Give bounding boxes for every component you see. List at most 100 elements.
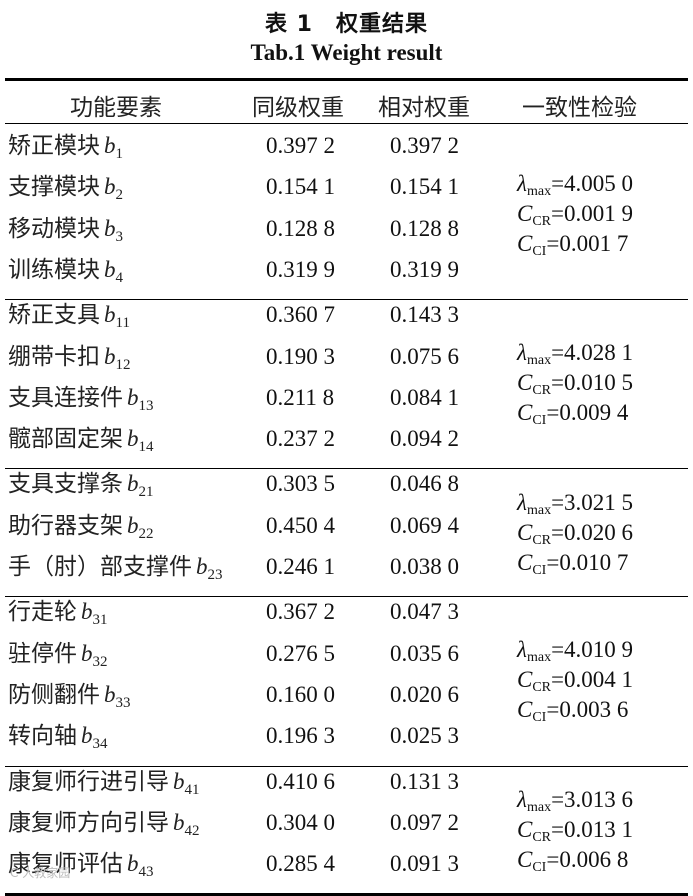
cci-value: =0.006 8 (546, 847, 629, 873)
element-name-cell: 驻停件 b32 (8, 640, 108, 670)
lambda-subscript: max (526, 183, 552, 199)
cci-line: CCI=0.003 6 (517, 695, 633, 725)
element-subscript: 4 (115, 269, 124, 286)
ci-subscript: CI (532, 563, 547, 579)
element-name-cell: 康复师行进引导 b41 (8, 768, 200, 798)
c-symbol: C (517, 520, 533, 546)
element-symbol: b (127, 851, 139, 877)
cr-subscript: CR (532, 830, 552, 846)
cci-line: CCI=0.006 8 (517, 845, 633, 875)
c-symbol: C (517, 847, 533, 873)
header-consistency: 一致性检验 (522, 95, 637, 121)
element-symbol: b (127, 512, 139, 538)
c-symbol: C (517, 369, 533, 395)
ccr-line: CCR=0.020 6 (517, 518, 633, 548)
same-level-weight: 0.154 1 (266, 174, 335, 200)
lambda-max-value: =4.010 9 (551, 636, 634, 662)
lambda-max-line: λmax=4.010 9 (517, 635, 633, 665)
ccr-line: CCR=0.013 1 (517, 815, 633, 845)
ccr-value: =0.020 6 (551, 520, 634, 546)
relative-weight: 0.154 1 (390, 174, 459, 200)
element-name: 康复师行进引导 (8, 768, 169, 795)
same-level-weight: 0.304 0 (266, 809, 335, 835)
element-name: 髋部固定架 (8, 426, 123, 453)
relative-weight: 0.038 0 (390, 554, 459, 579)
c-symbol: C (517, 696, 533, 722)
lambda-symbol: λ (517, 636, 527, 662)
relative-weight: 0.025 3 (390, 723, 459, 749)
element-subscript: 14 (138, 439, 154, 456)
element-subscript: 41 (184, 781, 200, 798)
element-name-cell: 训练模块 b4 (8, 256, 124, 286)
element-symbol: b (81, 640, 93, 666)
element-name: 行走轮 (8, 599, 77, 626)
cci-value: =0.001 7 (546, 230, 629, 256)
element-name: 绷带卡扣 (8, 343, 100, 370)
element-name-cell: 支具连接件 b13 (8, 384, 154, 414)
lambda-symbol: λ (517, 787, 527, 813)
element-name-cell: 矫正模块 b1 (8, 132, 123, 162)
same-level-weight: 0.410 6 (266, 768, 335, 794)
same-level-weight: 0.160 0 (266, 681, 335, 707)
relative-weight: 0.069 4 (390, 512, 459, 538)
same-level-weight: 0.360 7 (266, 302, 335, 328)
element-name-cell: 髋部固定架 b14 (8, 425, 154, 456)
ccr-line: CCR=0.001 9 (517, 199, 633, 229)
element-name: 驻停件 (8, 640, 77, 667)
element-name-cell: 支具支撑条 b21 (8, 470, 154, 501)
lambda-max-line: λmax=3.021 5 (517, 488, 633, 518)
element-subscript: 21 (138, 484, 154, 501)
relative-weight: 0.128 8 (390, 215, 459, 241)
element-symbol: b (104, 215, 116, 241)
relative-weight: 0.397 2 (390, 133, 459, 158)
relative-weight: 0.047 3 (390, 599, 459, 625)
same-level-weight: 0.190 3 (266, 343, 335, 369)
same-level-weight: 0.246 1 (266, 554, 335, 579)
ci-subscript: CI (532, 412, 547, 428)
element-name: 防侧翻件 (8, 681, 100, 708)
relative-weight: 0.319 9 (390, 256, 459, 282)
c-symbol: C (517, 666, 533, 692)
relative-weight: 0.143 3 (390, 302, 459, 328)
ccr-value: =0.013 1 (551, 817, 634, 843)
element-symbol: b (104, 343, 116, 369)
relative-weight: 0.084 1 (390, 384, 459, 410)
element-subscript: 43 (138, 864, 154, 881)
group-separator (5, 596, 688, 598)
relative-weight: 0.046 8 (390, 471, 459, 497)
same-level-weight: 0.303 5 (266, 471, 335, 497)
element-name-cell: 手（肘）部支撑件 b23 (8, 553, 223, 583)
c-symbol: C (517, 550, 533, 576)
c-symbol: C (517, 230, 533, 256)
element-name-cell: 矫正支具 b11 (8, 301, 130, 331)
relative-weight: 0.094 2 (390, 426, 459, 452)
ci-subscript: CI (532, 860, 547, 876)
element-subscript: 2 (115, 187, 124, 204)
relative-weight: 0.131 3 (390, 768, 459, 794)
ci-subscript: CI (532, 243, 547, 259)
element-subscript: 31 (92, 612, 108, 629)
element-name: 矫正支具 (8, 302, 100, 329)
cci-value: =0.009 4 (546, 399, 629, 425)
cr-subscript: CR (532, 679, 552, 695)
lambda-max-line: λmax=4.028 1 (517, 338, 633, 368)
element-symbol: b (127, 471, 139, 497)
element-subscript: 33 (115, 694, 131, 711)
same-level-weight: 0.397 2 (266, 133, 335, 158)
element-subscript: 23 (207, 567, 223, 583)
c-symbol: C (517, 399, 533, 425)
consistency-check: λmax=3.021 5 CCR=0.020 6 CCI=0.010 7 (517, 488, 633, 578)
cr-subscript: CR (532, 213, 552, 229)
element-symbol: b (104, 302, 116, 328)
ci-subscript: CI (532, 709, 547, 725)
group-separator (5, 765, 688, 767)
consistency-check: λmax=4.005 0 CCR=0.001 9 CCI=0.001 7 (517, 169, 633, 259)
element-symbol: b (81, 599, 93, 625)
element-name-cell: 助行器支架 b22 (8, 512, 154, 542)
element-subscript: 13 (138, 397, 154, 414)
group-separator (5, 299, 688, 301)
element-name: 手（肘）部支撑件 (8, 554, 192, 580)
element-subscript: 34 (92, 736, 108, 753)
table-title-en: Tab.1 Weight result (250, 40, 443, 65)
lambda-max-value: =3.021 5 (551, 490, 634, 516)
